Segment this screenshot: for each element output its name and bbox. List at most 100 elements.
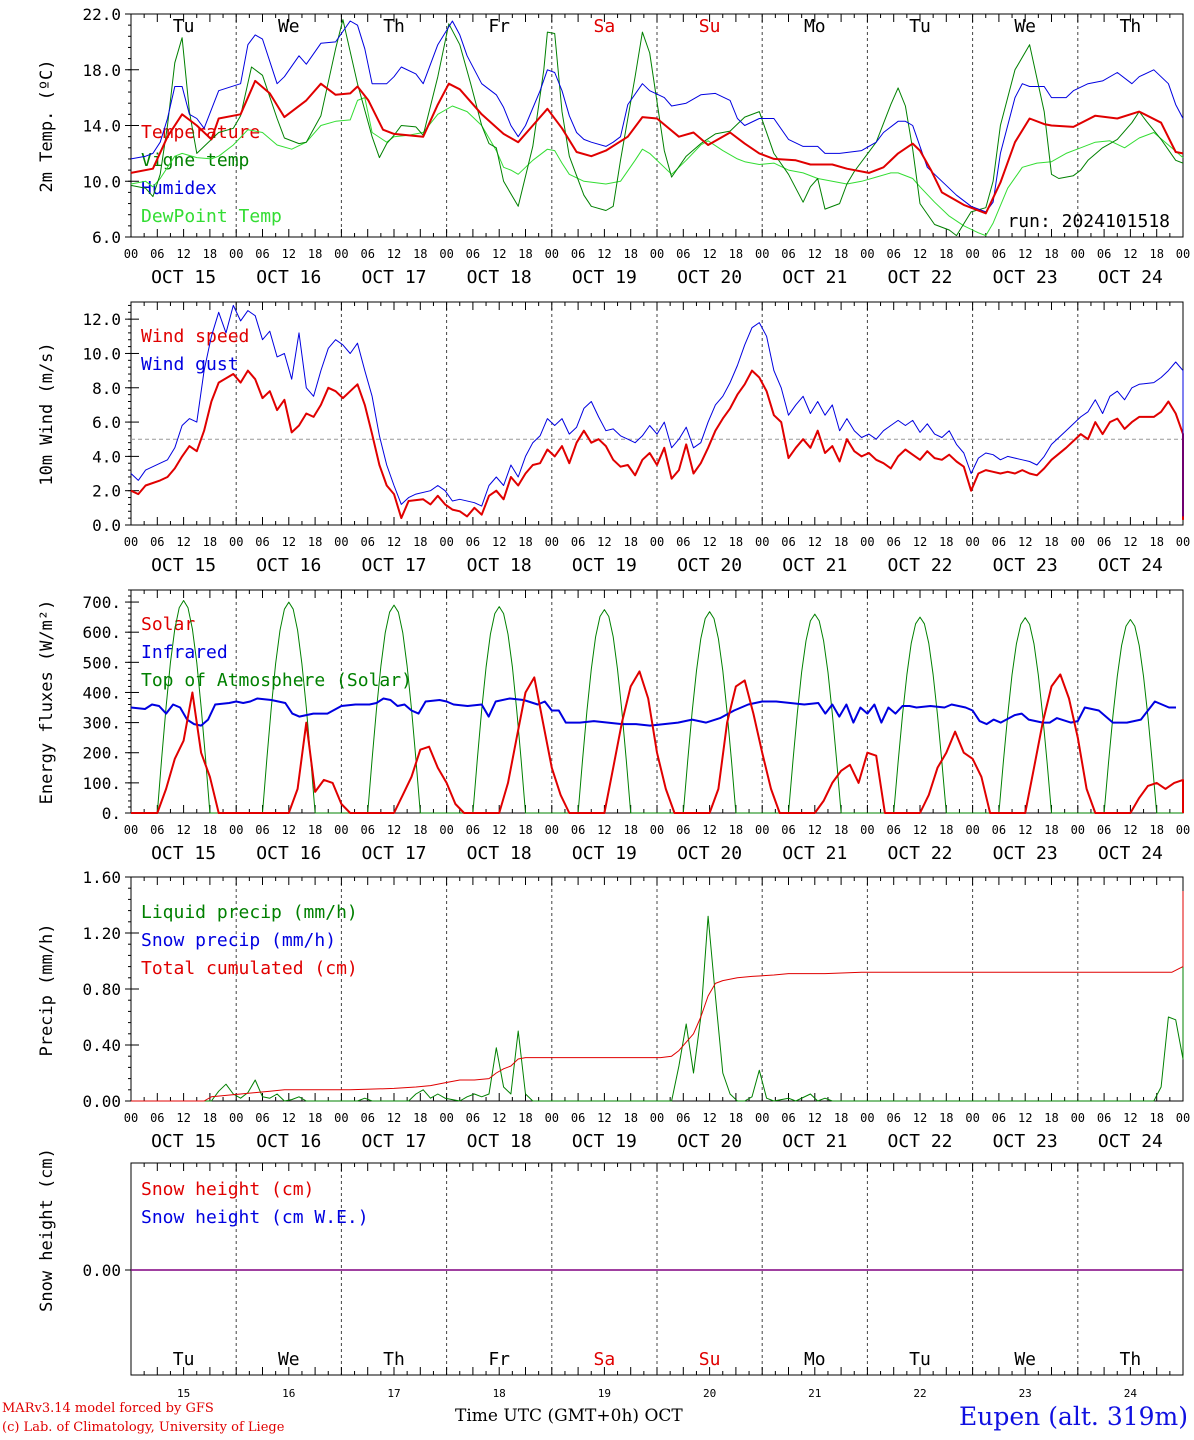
y-tick-label: 12.0 (82, 310, 121, 329)
hour-tick-label: 06 (992, 535, 1006, 549)
series-top-of-atmosphere-solar (131, 600, 1183, 814)
date-label: OCT 24 (1098, 843, 1163, 864)
y-tick-label: 0.40 (82, 1036, 121, 1055)
series-liquid-precip-mm-h- (131, 911, 1184, 1102)
hour-tick-label: 00 (1176, 535, 1190, 549)
series-total-cumulated-cm- (131, 891, 1184, 1102)
hour-tick-label: 06 (992, 823, 1006, 837)
day-number-label: 24 (1124, 1387, 1138, 1400)
station-label: Eupen (alt. 319m) (959, 1402, 1188, 1431)
y-tick-label: 700. (82, 593, 121, 612)
hour-tick-label: 06 (1097, 247, 1111, 261)
date-label: OCT 21 (782, 267, 847, 288)
hour-tick-label: 00 (334, 247, 348, 261)
hour-tick-label: 18 (623, 535, 637, 549)
hour-tick-label: 00 (650, 1111, 664, 1125)
hour-tick-label: 12 (808, 535, 822, 549)
hour-tick-label: 18 (623, 1111, 637, 1125)
hour-tick-label: 12 (702, 823, 716, 837)
hour-tick-label: 06 (571, 823, 585, 837)
weekday-label: We (278, 16, 300, 37)
hour-tick-label: 18 (729, 535, 743, 549)
hour-tick-label: 06 (150, 247, 164, 261)
date-label: OCT 17 (361, 843, 426, 864)
y-tick-label: 6.0 (92, 228, 121, 247)
hour-tick-label: 18 (308, 1111, 322, 1125)
date-label: OCT 23 (993, 843, 1058, 864)
hour-tick-label: 12 (1018, 247, 1032, 261)
date-label: OCT 16 (256, 843, 321, 864)
hour-tick-label: 06 (255, 535, 269, 549)
hour-tick-label: 06 (466, 247, 480, 261)
hour-tick-label: 06 (992, 1111, 1006, 1125)
hour-tick-label: 06 (992, 247, 1006, 261)
date-label: OCT 15 (151, 267, 216, 288)
hour-tick-label: 00 (755, 247, 769, 261)
hour-tick-label: 18 (413, 823, 427, 837)
date-label: OCT 22 (887, 267, 952, 288)
hour-tick-label: 18 (413, 535, 427, 549)
hour-tick-label: 06 (1097, 535, 1111, 549)
hour-tick-label: 00 (860, 247, 874, 261)
hour-tick-label: 06 (676, 247, 690, 261)
hour-tick-label: 06 (676, 535, 690, 549)
y-tick-label: 600. (82, 623, 121, 642)
hour-tick-label: 18 (518, 823, 532, 837)
day-number-label: 21 (808, 1387, 821, 1400)
hour-tick-label: 00 (124, 535, 138, 549)
hour-tick-label: 12 (282, 1111, 296, 1125)
hour-tick-label: 18 (623, 823, 637, 837)
y-tick-label: 22.0 (82, 5, 121, 24)
plot-frame-3 (130, 589, 1184, 814)
hour-tick-label: 06 (255, 1111, 269, 1125)
hour-tick-label: 00 (965, 535, 979, 549)
hour-tick-label: 00 (860, 823, 874, 837)
y-tick-label: 6.0 (92, 413, 121, 432)
date-label: OCT 21 (782, 1131, 847, 1152)
hour-tick-label: 00 (650, 823, 664, 837)
hour-tick-label: 06 (150, 535, 164, 549)
hour-tick-label: 18 (1044, 823, 1058, 837)
hour-tick-label: 06 (255, 823, 269, 837)
hour-tick-label: 00 (334, 1111, 348, 1125)
hour-tick-label: 12 (176, 247, 190, 261)
y-tick-label: 1.60 (82, 868, 121, 887)
hour-tick-label: 12 (913, 823, 927, 837)
y-tick-label: 0.00 (82, 1092, 121, 1111)
plot-frame-2 (130, 301, 1184, 526)
series-humidex (130, 20, 1184, 213)
weekday-label: Fr (488, 16, 510, 37)
hour-tick-label: 06 (886, 1111, 900, 1125)
hour-tick-label: 12 (702, 247, 716, 261)
hour-tick-label: 06 (360, 247, 374, 261)
weekday-label: Tu (909, 16, 931, 37)
hour-tick-label: 06 (781, 247, 795, 261)
hour-tick-label: 06 (360, 535, 374, 549)
date-label: OCT 18 (467, 555, 532, 576)
date-label: OCT 17 (361, 267, 426, 288)
date-label: OCT 20 (677, 843, 742, 864)
hour-tick-label: 00 (334, 823, 348, 837)
hour-tick-label: 00 (124, 1111, 138, 1125)
weekday-label: Th (383, 1349, 405, 1370)
hour-tick-label: 06 (886, 535, 900, 549)
date-label: OCT 22 (887, 555, 952, 576)
hour-tick-label: 12 (1123, 247, 1137, 261)
weekday-label: Th (1120, 16, 1142, 37)
hour-tick-label: 12 (176, 1111, 190, 1125)
day-number-label: 20 (703, 1387, 716, 1400)
hour-tick-label: 12 (1018, 823, 1032, 837)
hour-tick-label: 00 (1176, 247, 1190, 261)
date-label: OCT 23 (993, 555, 1058, 576)
y-axis-label: 10m Wind (m/s) (37, 342, 57, 485)
weekday-label: We (1014, 1349, 1036, 1370)
date-label: OCT 19 (572, 267, 637, 288)
hour-tick-label: 00 (755, 535, 769, 549)
hour-tick-label: 18 (203, 247, 217, 261)
day-number-label: 18 (493, 1387, 506, 1400)
hour-tick-label: 12 (597, 823, 611, 837)
hour-tick-label: 12 (597, 1111, 611, 1125)
day-number-label: 19 (598, 1387, 611, 1400)
run-label: run: 2024101518 (1007, 211, 1170, 232)
hour-tick-label: 18 (939, 247, 953, 261)
